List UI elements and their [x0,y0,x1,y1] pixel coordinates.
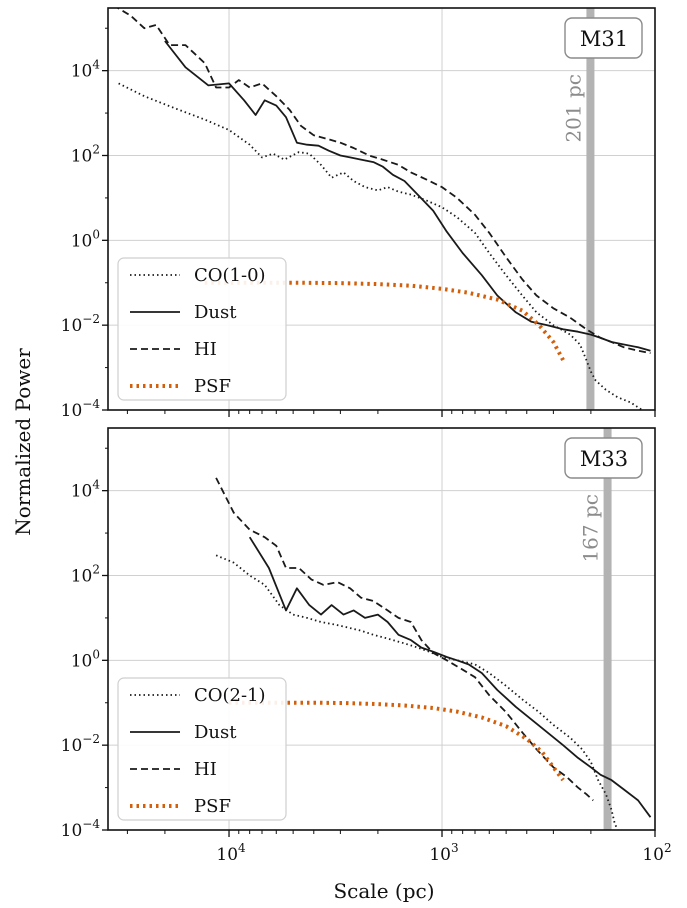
legend-label: HI [194,339,217,360]
panel-title-frame [564,17,643,59]
series-group [215,477,652,830]
plot-frame [107,7,656,411]
series-line-psf [229,700,565,782]
y-tick-label: 100 [71,227,100,251]
series-line-hi [116,8,651,354]
legend-label: HI [194,759,217,780]
legend-frame [117,677,287,821]
legend: CO(2-1) Dust HI PSF [117,677,287,821]
x-tick-label: 104 [216,841,246,865]
x-axis-label: Scale (pc) [333,879,434,903]
legend-label: CO(2-1) [194,685,266,706]
y-tick-label: 102 [71,142,100,166]
x-tick-label: 102 [642,841,671,865]
panel-m31: 201 pc 10−4 10−2 100 102 104 M31 CO(1-0) Dust HI P… [61,7,656,421]
legend: CO(1-0) Dust HI PSF [117,257,287,401]
y-tick-label: 10−2 [61,732,100,756]
beam-scale-band [603,428,612,830]
beam-scale-label: 167 pc [579,494,603,563]
series-group [116,8,651,410]
y-axis-label: Normalized Power [11,348,35,536]
panel-title-frame [564,437,643,479]
panel-m33: 167 pc 10−4 10−2 100 102 104 104 103 102 M33 CO(2-… [61,427,672,865]
legend-frame [117,257,287,401]
y-tick-label: 100 [71,647,100,671]
y-tick-label: 10−4 [61,397,101,421]
y-tick-label: 102 [71,562,100,586]
panel-title-box: M33 [564,437,643,479]
series-line-co-1-0- [118,82,644,410]
legend-label: Dust [194,302,237,323]
panel-title: M33 [580,447,628,471]
x-tick-label: 103 [429,841,458,865]
series-line-dust [248,536,652,818]
panel-title: M31 [580,27,628,51]
plot-frame [107,427,656,831]
legend-label: PSF [194,376,231,397]
series-line-hi [215,477,594,802]
y-tick-label: 104 [71,58,101,82]
beam-scale-band [586,8,595,410]
legend-label: CO(1-0) [194,265,266,286]
series-line-dust [164,40,651,352]
y-tick-label: 10−4 [61,817,101,841]
y-tick-label: 10−2 [61,312,100,336]
legend-label: Dust [194,722,237,743]
beam-scale-label: 201 pc [561,74,585,143]
panel-title-box: M31 [564,17,643,59]
series-line-co-2-1- [215,554,619,830]
y-tick-label: 104 [71,478,101,502]
legend-label: PSF [194,796,231,817]
